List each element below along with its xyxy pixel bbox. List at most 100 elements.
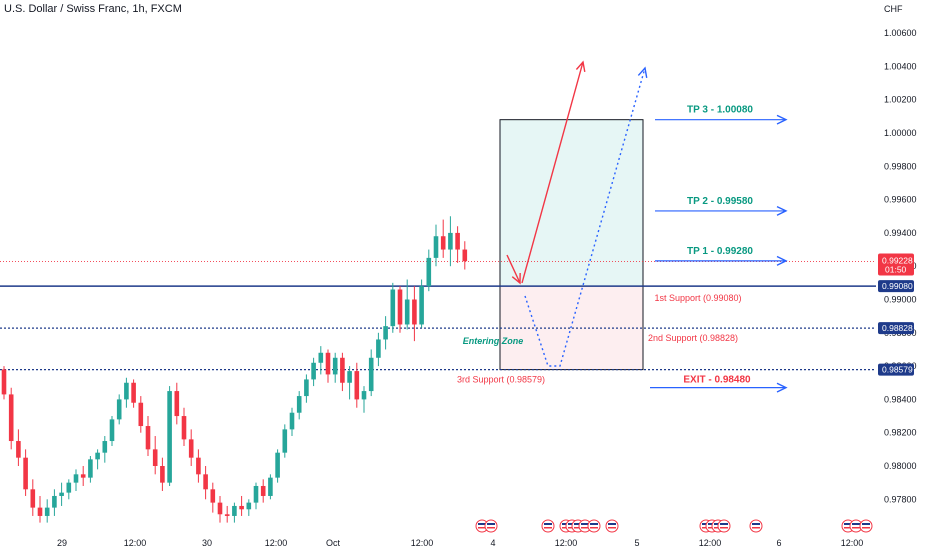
candle-body — [174, 391, 180, 417]
blue-arrow-head — [637, 66, 648, 78]
flag-stripe — [752, 527, 760, 529]
candle-body — [318, 352, 324, 363]
candle-body — [1, 369, 7, 395]
candle-body — [426, 257, 432, 287]
candle-body — [275, 452, 280, 478]
candle-body — [95, 452, 100, 460]
current-price-text: 0.99228 — [882, 256, 913, 266]
flag-stripe — [487, 523, 495, 525]
candle-body — [138, 402, 144, 427]
flag-stripe — [720, 523, 728, 525]
red-arrow-head-down — [511, 272, 521, 285]
candle-body — [217, 502, 223, 515]
candle-body — [433, 236, 439, 258]
support1-label: 1st Support (0.99080) — [654, 293, 741, 303]
flag-stripe — [590, 527, 598, 529]
candle-body — [448, 232, 453, 250]
candle-body — [455, 232, 460, 250]
support-badge — [878, 322, 914, 335]
chart-title: U.S. Dollar / Swiss Franc, 1h, FXCM — [4, 3, 182, 15]
candle-body — [440, 236, 446, 250]
price-tick: 0.99600 — [884, 195, 917, 205]
candle-body — [73, 474, 79, 483]
flag-stripe — [544, 527, 552, 529]
red-arrow-head-up — [575, 60, 586, 72]
tp3-arrow-head — [776, 114, 788, 125]
support-badge-text: 0.98579 — [882, 365, 913, 375]
candle-body — [8, 394, 14, 442]
flag-stripe — [862, 527, 870, 529]
candle-body — [224, 514, 230, 516]
red-path-down — [506, 254, 521, 284]
us-flag-icon[interactable] — [541, 519, 555, 533]
candle-body — [203, 474, 208, 490]
candle-body — [16, 441, 21, 458]
price-tick: 0.98400 — [884, 394, 917, 404]
candle-body — [404, 299, 410, 325]
candle-body — [196, 457, 201, 475]
time-tick: 12:00 — [265, 538, 288, 548]
candle-body — [44, 507, 50, 516]
flag-stripe — [862, 523, 870, 525]
support2-label: 2nd Support (0.98828) — [648, 333, 738, 343]
entering-zone-label: Entering Zone — [463, 336, 524, 346]
candle-body — [37, 507, 43, 516]
tp2-arrow-head — [776, 205, 788, 216]
entry-box — [499, 119, 644, 371]
candle-body — [390, 289, 396, 327]
flag-stripe — [581, 523, 589, 525]
price-tick: 0.99800 — [884, 161, 917, 171]
candle-body — [145, 426, 151, 450]
current-price-badge — [878, 253, 914, 276]
us-flag-icon[interactable] — [605, 519, 619, 533]
candle-body — [397, 289, 403, 325]
flag-stripe — [478, 523, 486, 525]
price-tick: 0.98000 — [884, 461, 917, 471]
time-tick: 12:00 — [124, 538, 147, 548]
price-tick: 0.98200 — [884, 428, 917, 438]
candle-body — [383, 326, 388, 340]
candle-body — [296, 396, 302, 413]
price-tick: 1.00200 — [884, 95, 917, 105]
candle-body — [311, 362, 316, 380]
flag-stripe — [752, 523, 760, 525]
candle-body — [102, 441, 108, 453]
candle-body — [347, 371, 352, 383]
flag-stripe — [487, 527, 495, 529]
tp3-label: TP 3 - 1.00080 — [687, 105, 753, 116]
candle-body — [289, 412, 295, 430]
price-tick: 0.99000 — [884, 295, 917, 305]
candle-body — [124, 382, 129, 400]
flag-stripe — [720, 527, 728, 529]
price-tick: 1.00000 — [884, 128, 917, 138]
candle-body — [376, 339, 381, 358]
tp1-arrow-head — [776, 255, 788, 266]
tp2-label: TP 2 - 0.99580 — [687, 196, 753, 207]
candle-body — [419, 286, 424, 325]
candle-body — [282, 429, 288, 453]
us-flag-icon[interactable] — [587, 519, 601, 533]
red-path-up — [521, 61, 584, 284]
flag-stripe — [581, 527, 589, 529]
candle-body — [340, 357, 345, 383]
candle-body — [246, 502, 252, 510]
exit-arrow-head — [776, 382, 788, 393]
candle-body — [152, 449, 158, 466]
currency-label: CHF — [884, 4, 903, 14]
us-flag-icon[interactable] — [859, 519, 873, 533]
us-flag-icon[interactable] — [717, 519, 731, 533]
flag-stripe — [844, 523, 852, 525]
price-tick: 0.97800 — [884, 494, 917, 504]
support-badge — [878, 280, 914, 293]
support-badge-text: 0.98828 — [882, 323, 913, 333]
time-tick: 4 — [490, 538, 495, 548]
support-badge-text: 0.99080 — [882, 281, 913, 291]
flag-stripe — [574, 523, 582, 525]
candle-body — [30, 489, 36, 508]
candle-body — [66, 482, 72, 493]
time-tick: 6 — [776, 538, 781, 548]
us-flag-icon[interactable] — [749, 519, 763, 533]
us-flag-icon[interactable] — [484, 519, 498, 533]
candle-body — [368, 357, 374, 392]
